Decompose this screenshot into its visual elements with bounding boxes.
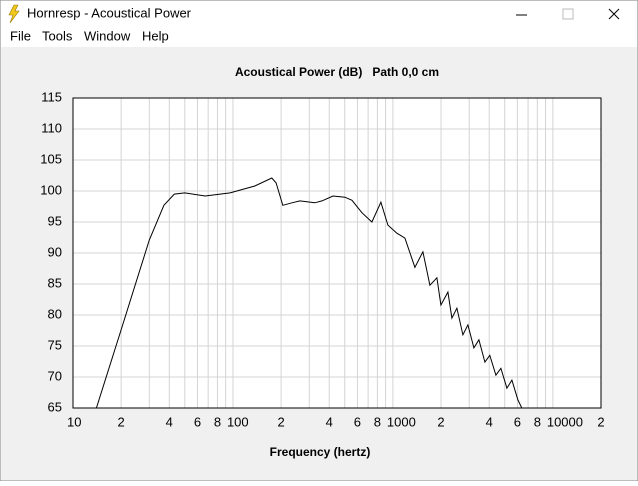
- x-tick-label: 2: [597, 414, 604, 429]
- x-tick-label: 2: [277, 414, 284, 429]
- plot-border: [72, 97, 602, 409]
- y-tick-label: 75: [48, 337, 62, 352]
- x-tick-label: 8: [214, 414, 221, 429]
- y-tick-label: 100: [40, 182, 62, 197]
- x-tick-label: 100: [227, 414, 249, 429]
- menu-item[interactable]: Window: [84, 28, 131, 43]
- y-tick-label: 105: [40, 151, 62, 166]
- menu-item[interactable]: Help: [142, 28, 169, 43]
- title-bar: [1, 1, 637, 28]
- close-button[interactable]: [608, 8, 620, 20]
- menu-bar: [1, 28, 637, 47]
- window-title: Hornresp - Acoustical Power: [27, 5, 192, 20]
- x-tick-label: 8: [374, 414, 381, 429]
- menu-item[interactable]: File: [10, 28, 31, 43]
- y-tick-label: 110: [41, 120, 62, 135]
- app-icon: [8, 4, 20, 24]
- y-tick-label: 65: [48, 399, 62, 414]
- chart-title: Acoustical Power (dB) Path 0,0 cm: [235, 65, 439, 79]
- x-tick-label: 2: [118, 414, 125, 429]
- y-tick-label: 90: [48, 244, 62, 259]
- x-tick-label: 6: [194, 414, 201, 429]
- y-tick-label: 115: [41, 89, 62, 104]
- y-tick-label: 70: [48, 368, 62, 383]
- x-tick-label: 8: [534, 414, 541, 429]
- x-tick-label: 4: [166, 414, 173, 429]
- x-tick-label: 10000: [547, 414, 583, 429]
- y-tick-label: 95: [48, 213, 62, 228]
- menu-item[interactable]: Tools: [42, 28, 73, 43]
- x-tick-label: 10: [67, 414, 81, 429]
- x-tick-label: 4: [326, 414, 333, 429]
- power-curve: [95, 177, 523, 408]
- x-tick-label: 6: [354, 414, 361, 429]
- y-tick-label: 85: [48, 275, 62, 290]
- x-tick-label: 6: [514, 414, 521, 429]
- maximize-button[interactable]: [562, 8, 574, 20]
- x-axis-label: Frequency (hertz): [270, 445, 371, 459]
- y-tick-label: 80: [48, 306, 62, 321]
- x-tick-label: 1000: [387, 414, 416, 429]
- x-tick-label: 2: [437, 414, 444, 429]
- x-tick-label: 4: [486, 414, 493, 429]
